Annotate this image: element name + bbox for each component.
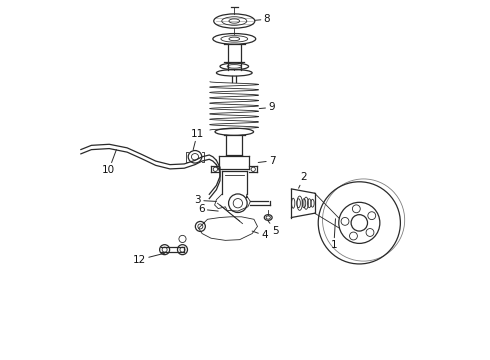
Text: 12: 12 — [133, 253, 165, 265]
Text: 4: 4 — [252, 230, 268, 240]
Text: 6: 6 — [198, 204, 218, 214]
Text: 11: 11 — [191, 129, 204, 150]
Text: 10: 10 — [102, 150, 117, 175]
Text: 9: 9 — [259, 103, 275, 112]
Text: 1: 1 — [331, 219, 337, 251]
Text: 3: 3 — [195, 195, 217, 205]
Text: 2: 2 — [298, 172, 307, 188]
Text: 8: 8 — [255, 14, 270, 24]
Text: 7: 7 — [258, 156, 275, 166]
Text: 5: 5 — [268, 221, 279, 236]
